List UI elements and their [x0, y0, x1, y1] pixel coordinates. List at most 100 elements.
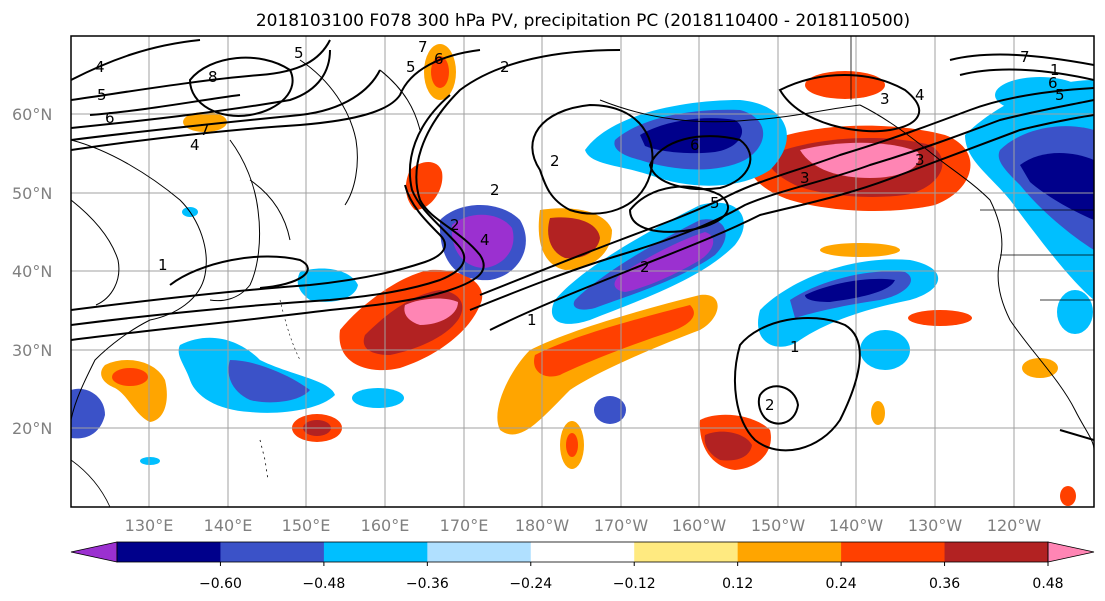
lon-label: 150°W [751, 516, 806, 535]
lon-label: 170°W [594, 516, 649, 535]
precip-negative-region [1057, 290, 1093, 334]
precip-positive-region [871, 401, 885, 425]
precip-positive-region [908, 310, 972, 326]
pv-contours [71, 39, 1094, 452]
colorbar-swatch [220, 542, 325, 562]
colorbar-tick-label: −0.48 [302, 576, 345, 592]
lon-label: 150°E [282, 516, 331, 535]
lon-label: 130°E [125, 516, 174, 535]
colorbar-extend-min [70, 541, 118, 563]
precip-negative-region [594, 396, 626, 424]
contour-label: 5 [1055, 86, 1065, 104]
contour-label: 5 [97, 86, 107, 104]
contour-label: 6 [690, 136, 700, 154]
contour-label: 5 [710, 194, 720, 212]
contour-label: 7 [418, 38, 428, 56]
colorbar-swatch [841, 542, 946, 562]
precip-positive-region [183, 112, 227, 132]
precip-shading [71, 44, 1094, 506]
lon-label: 160°W [672, 516, 727, 535]
precip-negative-region [1020, 153, 1094, 220]
chart-title: 2018103100 F078 300 hPa PV, precipitatio… [256, 11, 910, 31]
precip-positive-region [566, 433, 578, 457]
contour-label: 6 [434, 50, 444, 68]
precip-positive-region [800, 142, 920, 178]
contour-label: 4 [95, 58, 105, 76]
colorbar-tick-label: 0.24 [826, 576, 857, 592]
colorbar-tick-label: −0.12 [613, 576, 656, 592]
contour-labels: 4 5 6 8 7 5 6 7 4 2 2 2 4 5 6 3 4 1 6 5 [95, 38, 1065, 414]
gridlines [71, 36, 1094, 507]
precip-positive-region [1022, 358, 1058, 378]
contour-label: 2 [640, 258, 650, 276]
contour-label: 3 [915, 151, 925, 169]
lon-label: 180°W [515, 516, 570, 535]
lat-label: 50°N [12, 184, 52, 203]
lon-label: 170°E [440, 516, 489, 535]
precip-negative-region [71, 388, 105, 439]
contour-label: 7 [200, 121, 210, 139]
precip-negative-region [140, 457, 160, 465]
contour-label: 6 [105, 109, 115, 127]
contour-label: 2 [765, 396, 775, 414]
contour-label: 6 [1048, 74, 1058, 92]
precip-positive-region [704, 431, 752, 461]
precip-negative-region [228, 360, 310, 403]
lat-label: 30°N [12, 341, 52, 360]
lat-label: 40°N [12, 262, 52, 281]
colorbar-extend-max [1047, 541, 1095, 563]
contour-label: 4 [915, 86, 925, 104]
contour-label: 2 [500, 58, 510, 76]
contour-label: 7 [1020, 48, 1030, 66]
longitude-labels: 130°E 140°E 150°E 160°E 170°E 180°W 170°… [125, 516, 1042, 535]
colorbar-swatch [427, 542, 532, 562]
colorbar-swatch [944, 542, 1049, 562]
precip-negative-region [352, 388, 404, 408]
colorbar-frame [116, 541, 1049, 563]
precip-negative-region [451, 214, 514, 268]
contour-label: 2 [490, 181, 500, 199]
contour-label: 1 [790, 338, 800, 356]
lon-label: 160°E [361, 516, 410, 535]
contour-label: 3 [800, 169, 810, 187]
lat-label: 60°N [12, 105, 52, 124]
lon-label: 120°W [987, 516, 1042, 535]
precip-positive-region [1060, 486, 1076, 506]
contour-label: 5 [294, 44, 304, 62]
colorbar-tick-label: −0.36 [406, 576, 449, 592]
map-frame [70, 35, 1095, 508]
contour-label: 1 [158, 256, 168, 274]
contour-label: 1 [527, 311, 537, 329]
colorbar-tick-label: 0.12 [722, 576, 753, 592]
precip-negative-region [805, 278, 895, 302]
contour-label: 4 [480, 231, 490, 249]
colorbar-swatch [530, 542, 635, 562]
precip-positive-region [112, 368, 148, 386]
precip-positive-region [548, 217, 600, 259]
precip-negative-region [995, 77, 1085, 113]
contour-label: 3 [880, 90, 890, 108]
precip-positive-region [534, 305, 694, 377]
lon-label: 140°E [204, 516, 253, 535]
colorbar-tick-label: 0.48 [1032, 576, 1063, 592]
precip-positive-region [404, 298, 458, 325]
precip-positive-region [820, 243, 900, 257]
colorbar-tick-label: −0.24 [509, 576, 552, 592]
colorbar: −0.60 −0.48 −0.36 −0.24 −0.12 0.12 0.24 0.36 0.4… [70, 541, 1095, 592]
precip-negative-region [297, 268, 358, 302]
colorbar-swatch [634, 542, 739, 562]
lat-label: 20°N [12, 419, 52, 438]
contour-label: 4 [190, 136, 200, 154]
latitude-labels: 60°N 50°N 40°N 30°N 20°N [12, 105, 52, 438]
contour-label: 2 [450, 216, 460, 234]
colorbar-tick-label: −0.60 [199, 576, 242, 592]
precip-positive-region [431, 56, 449, 88]
colorbar-swatch [323, 542, 428, 562]
lon-label: 140°W [829, 516, 884, 535]
lon-label: 130°W [908, 516, 963, 535]
precip-positive-region [805, 71, 885, 99]
contour-label: 2 [550, 152, 560, 170]
contour-label: 5 [406, 58, 416, 76]
colorbar-swatch [117, 542, 221, 562]
